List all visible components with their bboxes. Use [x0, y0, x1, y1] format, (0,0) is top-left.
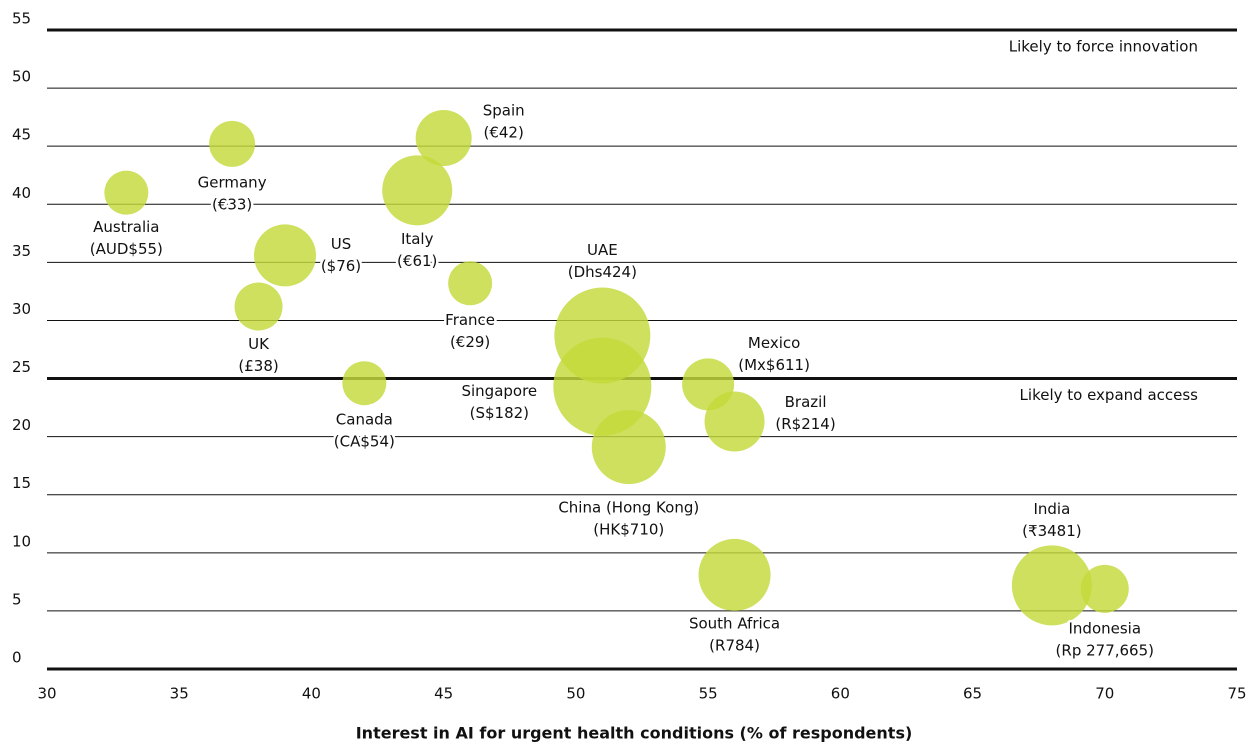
y-tick-label: 15: [12, 474, 31, 492]
point-label: South Africa: [689, 614, 780, 632]
y-tick-label: 30: [12, 300, 31, 318]
x-tick-label: 55: [699, 685, 718, 703]
bubble: [1011, 545, 1092, 626]
x-axis-title: Interest in AI for urgent health conditi…: [356, 724, 913, 743]
point-label: China (Hong Kong): [558, 499, 699, 517]
x-tick-label: 45: [434, 685, 453, 703]
point-label: (€42): [483, 124, 523, 142]
annotation: Likely to force innovation: [1009, 38, 1198, 56]
point-label: Australia: [93, 218, 159, 236]
y-tick-label: 40: [12, 184, 31, 202]
annotation: Likely to expand access: [1020, 386, 1199, 404]
point-label: Mexico: [748, 334, 800, 352]
point-label: India: [1033, 500, 1070, 518]
point-label: (Rp 277,665): [1056, 641, 1154, 659]
bubble: [698, 538, 771, 611]
point-label: (Dhs424): [568, 263, 637, 281]
x-tick-label: 75: [1227, 685, 1246, 703]
point-label: (€33): [212, 195, 252, 213]
bubble: [415, 110, 472, 167]
labels: Australia (AUD$55) Germany (€33) Spain (€42) I…: [87, 99, 1156, 662]
bubble: [104, 170, 149, 215]
point-label: Germany: [198, 173, 267, 191]
point-label: Indonesia: [1069, 619, 1142, 637]
x-tick-label: 65: [963, 685, 982, 703]
bubble: [591, 410, 666, 485]
bubble: [1080, 564, 1129, 613]
x-tick-label: 70: [1095, 685, 1114, 703]
x-tick-label: 60: [831, 685, 850, 703]
point-label: UAE: [587, 241, 618, 259]
y-tick-label: 5: [12, 590, 22, 608]
point-label: (CA$54): [334, 433, 395, 451]
point-label: (R$214): [775, 415, 835, 433]
y-tick-label: 55: [12, 10, 31, 28]
bubble: [704, 391, 765, 452]
y-tick-label: 20: [12, 416, 31, 434]
point-label: Brazil: [785, 393, 827, 411]
y-tick-label: 10: [12, 532, 31, 550]
y-tick-label: 45: [12, 126, 31, 144]
y-tick-label: 0: [12, 649, 22, 667]
point-label: Italy: [401, 230, 434, 248]
point-label: Singapore: [461, 382, 537, 400]
point-label: (R784): [709, 636, 760, 654]
y-tick-label: 35: [12, 242, 31, 260]
point-label: ($76): [321, 257, 361, 275]
point-label: (€29): [450, 333, 490, 351]
bubble: [234, 282, 283, 331]
point-label: Canada: [336, 411, 393, 429]
point-label: (Mx$611): [738, 356, 810, 374]
point-label: UK: [248, 335, 270, 353]
point-label: (S$182): [470, 404, 529, 422]
point-label: (₹3481): [1022, 522, 1081, 540]
y-tick-label: 25: [12, 358, 31, 376]
bubbles: [104, 110, 1129, 626]
x-tick-label: 40: [302, 685, 321, 703]
point-label: (€61): [397, 252, 437, 270]
bubble: [209, 120, 256, 167]
x-tick-label: 50: [566, 685, 585, 703]
bubble: [254, 224, 316, 287]
x-tick-label: 35: [170, 685, 189, 703]
point-label: (AUD$55): [90, 240, 163, 258]
x-tick-label: 30: [37, 685, 56, 703]
point-label: (£38): [238, 357, 278, 375]
point-label: Spain: [483, 102, 525, 120]
bubble: [448, 261, 493, 306]
bubble: [382, 155, 453, 226]
bubble: [342, 361, 387, 406]
y-tick-label: 50: [12, 68, 31, 86]
point-label: France: [445, 311, 495, 329]
point-label: (HK$710): [593, 521, 664, 539]
point-label: US: [331, 235, 352, 253]
